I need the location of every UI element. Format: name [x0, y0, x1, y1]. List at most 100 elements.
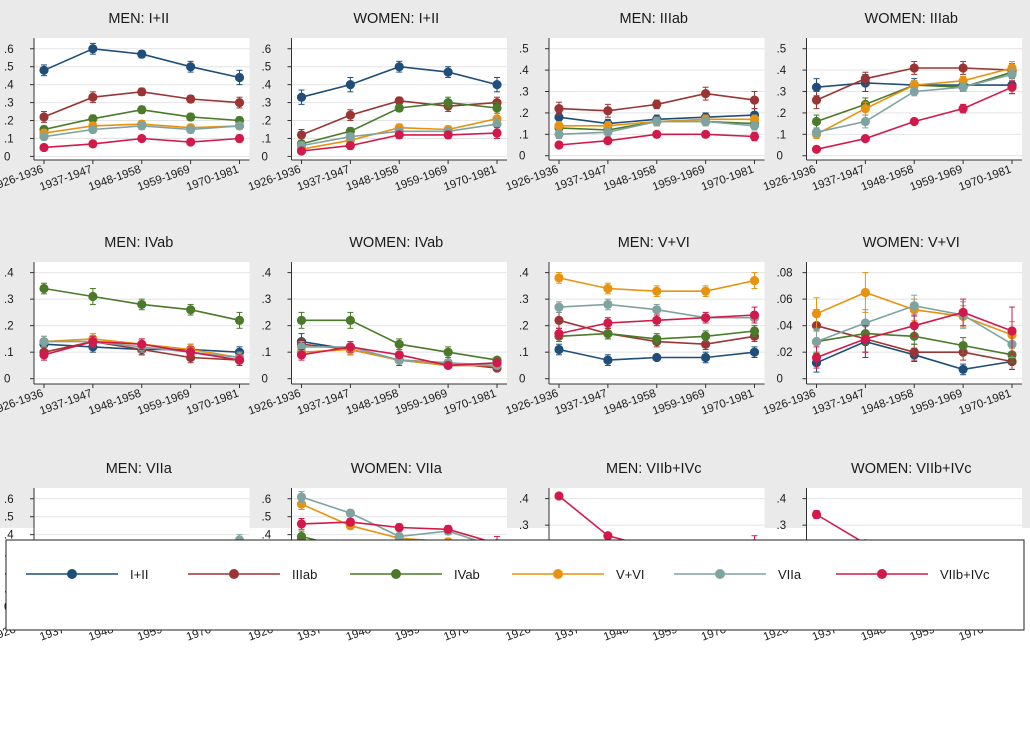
- panel-1-ytick-label: .3: [4, 98, 14, 110]
- panel-7-series-i-ii-point: [554, 344, 564, 355]
- panel-10-series-viia-point: [345, 508, 355, 518]
- panel-6-series-viib-ivc-point: [492, 358, 502, 368]
- panel-6-series-ivab-point: [296, 315, 307, 325]
- panel-7-series-i-ii-point: [749, 347, 760, 357]
- legend-item-i-ii-label: I+II: [130, 567, 148, 582]
- panel-2-series-iiiab-point: [345, 110, 355, 120]
- panel-4-ytick-label: .5: [777, 44, 787, 56]
- panel-1-ytick-label: .5: [4, 62, 14, 74]
- legend-item-i-ii-marker: [67, 569, 77, 579]
- panel-2-series-viib-ivc-point: [443, 130, 453, 140]
- panel-1-series-ivab-point: [137, 105, 147, 115]
- panel-7-title: MEN: V+VI: [618, 235, 690, 251]
- panel-8-series-iiiab-point: [909, 347, 919, 357]
- panel-10-series-viib-ivc-point: [443, 524, 453, 534]
- panel-2-series-iiiab-point: [394, 96, 404, 106]
- panel-5-series-viib-ivc-point: [39, 350, 49, 360]
- panel-1-ytick-label: .6: [4, 44, 14, 56]
- panel-8-series-viib-ivc-point: [860, 334, 870, 344]
- legend-item-viia-marker: [715, 569, 725, 579]
- panel-10-series-viia-point: [394, 531, 404, 542]
- panel-8-series-viib-ivc-point: [811, 352, 822, 363]
- panel-2-ytick-label: .5: [262, 62, 272, 74]
- panel-2-ytick-label: .6: [262, 44, 272, 56]
- panel-10-ytick-label: .4: [262, 530, 272, 542]
- panel-1-series-viib-ivc-point: [137, 133, 147, 144]
- panel-12-ytick-label: .3: [777, 520, 787, 532]
- panel-5-series-viib-ivc-point: [186, 347, 196, 357]
- panel-5-title: MEN: IVab: [104, 235, 173, 251]
- panel-7-series-ivab-point: [603, 329, 613, 339]
- panel-3-series-viia-point: [701, 116, 711, 127]
- panel-5-series-ivab-point: [39, 283, 49, 294]
- panel-2-series-i-ii-point: [492, 80, 502, 90]
- panel-7-series-viib-ivc-point: [554, 329, 564, 339]
- legend-item-ivab-marker: [391, 569, 401, 579]
- panel-2-series-viib-ivc-point: [492, 128, 502, 138]
- panel-8-series-viia-point: [909, 301, 919, 311]
- panel-6-title: WOMEN: IVab: [349, 235, 443, 251]
- panel-3-title: MEN: IIIab: [620, 11, 689, 27]
- panel-3-series-viib-ivc-point: [652, 129, 662, 139]
- panel-7-ytick-label: 0: [519, 374, 525, 386]
- panel-2-ytick-label: .2: [262, 116, 272, 128]
- panel-7-series-viib-ivc-point: [652, 315, 662, 325]
- panel-6-ytick-label: 0: [262, 374, 268, 386]
- panel-2-series-i-ii-point: [296, 92, 307, 102]
- panel-7-series-ivab-point: [749, 326, 760, 336]
- panel-7-series-iiiab-point: [554, 315, 564, 325]
- panel-4-ytick-label: .2: [777, 108, 787, 120]
- panel-12-ytick-label: .4: [777, 494, 787, 506]
- panel-8-series-viib-ivc-point: [958, 307, 968, 317]
- panel-7-ytick-label: .4: [519, 268, 529, 280]
- panel-2-title: WOMEN: I+II: [353, 11, 439, 27]
- panel-4-series-viia-point: [1007, 69, 1017, 79]
- legend-item-viib-ivc-marker: [877, 569, 887, 579]
- panel-4-series-viia-point: [811, 127, 822, 137]
- panel-1-series-viia-point: [234, 121, 245, 131]
- panel-1-series-iiiab-point: [186, 94, 196, 104]
- panel-2-series-viia-point: [492, 119, 502, 129]
- panel-1-series-iiiab-point: [234, 97, 245, 108]
- panel-10-series-viib-ivc-point: [345, 517, 355, 527]
- panel-2-series-viia-point: [345, 132, 355, 142]
- panel-2-series-i-ii-point: [394, 62, 404, 72]
- panel-11-ytick-label: .3: [519, 520, 529, 532]
- panel-2-series-ivab-point: [492, 103, 502, 113]
- panel-9-title: MEN: VIIa: [106, 461, 173, 477]
- panel-7-series-viia-point: [554, 302, 564, 312]
- panel-3-ytick-label: .3: [519, 87, 529, 99]
- panel-8-ytick-label: .02: [777, 347, 793, 359]
- panel-8-series-viib-ivc-point: [909, 321, 919, 331]
- panel-3-ytick-label: 0: [519, 151, 525, 163]
- panel-2-series-viib-ivc-point: [296, 146, 307, 156]
- panel-11-ytick-label: .4: [519, 494, 529, 506]
- panel-7-series-viia-point: [603, 299, 613, 310]
- legend-box: [5, 539, 1025, 631]
- panel-1-ytick-label: .1: [4, 133, 14, 145]
- panel-8-series-v-vi-point: [860, 287, 870, 298]
- panel-1-series-viia-point: [39, 132, 49, 142]
- panel-4-ytick-label: .1: [777, 129, 787, 141]
- legend-item-viia-label: VIIa: [778, 567, 802, 582]
- panel-7-series-v-vi-point: [749, 275, 760, 286]
- panel-11-title: MEN: VIIb+IVc: [606, 461, 702, 477]
- panel-7-series-viib-ivc-point: [603, 318, 613, 328]
- panel-5-ytick-label: .4: [4, 268, 14, 280]
- legend-item-ivab-label: IVab: [454, 567, 480, 582]
- panel-7-series-viib-ivc-point: [701, 313, 711, 323]
- panel-7-series-ivab-point: [652, 334, 662, 344]
- panel-8-ytick-label: .04: [777, 321, 794, 333]
- panel-7-series-viia-point: [652, 305, 662, 315]
- panel-4-series-viib-ivc-point: [958, 104, 968, 114]
- panel-8-ytick-label: 0: [777, 374, 783, 386]
- panel-5-series-ivab-point: [88, 291, 98, 302]
- panel-7-series-i-ii-point: [603, 355, 613, 365]
- panel-1-series-viia-point: [137, 121, 147, 131]
- panel-5-ytick-label: .1: [4, 347, 14, 359]
- panel-4-series-iiiab-point: [958, 63, 968, 73]
- panel-3-series-viib-ivc-point: [749, 131, 760, 142]
- panel-3-ytick-label: .4: [519, 65, 529, 77]
- panel-7-ytick-label: .2: [519, 321, 529, 333]
